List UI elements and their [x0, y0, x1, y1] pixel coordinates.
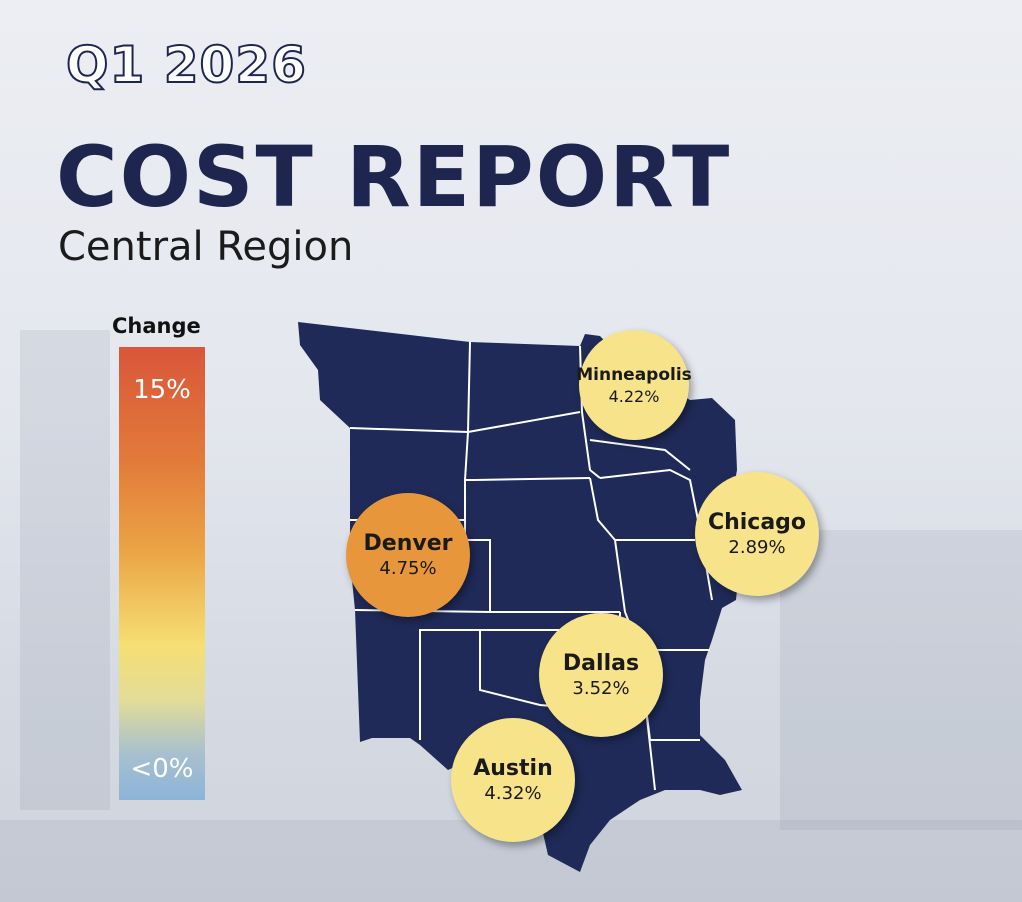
legend-color-scale: 15% <0% [119, 347, 205, 800]
city-change: 2.89% [728, 537, 786, 558]
city-marker-chicago[interactable]: Chicago 2.89% [695, 472, 819, 596]
region-subtitle: Central Region [58, 224, 354, 270]
city-name: Dallas [562, 651, 640, 676]
background-building [20, 330, 110, 810]
city-name: Minneapolis [576, 364, 692, 385]
city-marker-austin[interactable]: Austin 4.32% [451, 718, 575, 842]
city-change: 3.52% [572, 678, 630, 699]
city-change: 4.75% [379, 558, 437, 579]
city-name: Denver [363, 531, 453, 556]
legend-max-label: 15% [133, 375, 191, 405]
city-name: Chicago [707, 510, 807, 535]
background-building [780, 530, 1022, 830]
city-name: Austin [473, 756, 553, 781]
quarter-label: Q1 2026 [65, 35, 307, 95]
legend-title: Change [112, 314, 201, 338]
legend-min-label: <0% [130, 754, 194, 784]
region-outline [298, 322, 742, 872]
city-marker-denver[interactable]: Denver 4.75% [346, 493, 470, 617]
report-title: COST REPORT [56, 128, 732, 226]
city-change: 4.32% [484, 783, 542, 804]
city-marker-dallas[interactable]: Dallas 3.52% [539, 613, 663, 737]
city-marker-minneapolis[interactable]: Minneapolis 4.22% [576, 330, 692, 440]
city-change: 4.22% [608, 386, 660, 406]
